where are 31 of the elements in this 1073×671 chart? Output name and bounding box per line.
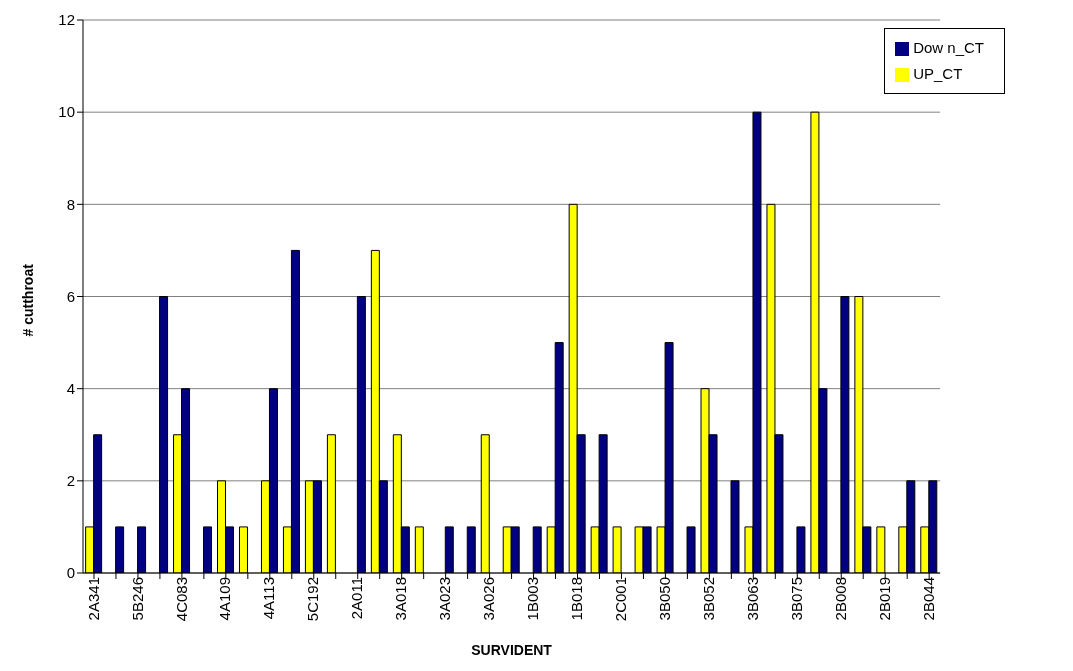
x-tick-label: 3A018 — [392, 577, 410, 621]
x-tick-label: 1B018 — [568, 577, 586, 621]
x-tick-label: 3B052 — [700, 577, 718, 621]
x-tick-label: 3A026 — [480, 577, 498, 621]
y-tick-label: 8 — [66, 195, 75, 213]
y-tick-label: 6 — [66, 287, 75, 305]
legend-label: UP_CT — [913, 65, 963, 82]
x-tick-label: 3B063 — [743, 577, 761, 621]
x-tick-label: 2B008 — [831, 577, 849, 621]
y-tick-label: 12 — [58, 11, 75, 29]
x-tick-label: 4A113 — [260, 577, 278, 620]
x-tick-label: 5C192 — [304, 577, 322, 622]
y-tick-label: 0 — [66, 564, 75, 582]
y-tick-label: 2 — [66, 472, 75, 490]
legend-label: Dow n_CT — [913, 39, 984, 56]
x-tick-label: 1B003 — [524, 577, 542, 621]
x-tick-label: 2B019 — [875, 577, 893, 621]
x-tick-label: 3A023 — [436, 577, 454, 621]
x-axis-title: SURVIDENT — [471, 642, 553, 658]
x-tick-label: 2A011 — [348, 577, 366, 620]
y-tick-label: 10 — [58, 103, 75, 121]
x-tick-label: 4C083 — [172, 577, 190, 622]
x-tick-label: 2A341 — [84, 577, 102, 621]
y-tick-label: 4 — [66, 379, 75, 397]
x-tick-label: 5B246 — [128, 577, 146, 621]
x-tick-label: 2C001 — [612, 577, 630, 622]
x-tick-label: 3B075 — [787, 577, 805, 621]
x-tick-label: 3B050 — [656, 577, 674, 621]
x-tick-label: 4A109 — [216, 577, 234, 621]
y-axis-title: # cutthroat — [19, 263, 36, 337]
x-tick-label: 2B044 — [919, 577, 937, 621]
